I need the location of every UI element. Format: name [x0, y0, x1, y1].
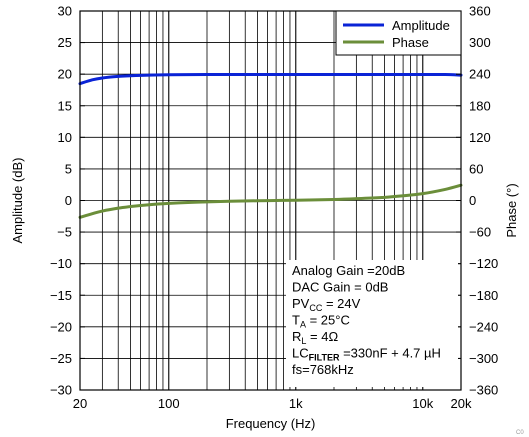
y2-tick-label: 60	[469, 161, 483, 176]
x-axis-label: Frequency (Hz)	[226, 416, 316, 431]
x-tick-label: 20k	[451, 396, 472, 411]
annotation-text: LC	[292, 346, 309, 361]
annotation-subscript: CC	[309, 303, 322, 313]
y-tick-label: −15	[50, 288, 72, 303]
y2-tick-label: 120	[469, 130, 491, 145]
x-tick-label: 1k	[289, 396, 303, 411]
y-tick-label: 25	[58, 35, 72, 50]
y-tick-label: −5	[57, 225, 72, 240]
y2-tick-label: 240	[469, 67, 491, 82]
y2-tick-label: 180	[469, 98, 491, 113]
series-line-amplitude	[78, 72, 463, 86]
annotation-background	[286, 260, 458, 387]
y2-tick-label: −300	[469, 351, 498, 366]
y2-tick-label: −240	[469, 319, 498, 334]
y-tick-label: 0	[65, 193, 72, 208]
annotation-line: TA = 25°C	[292, 313, 350, 330]
y-tick-label: 15	[58, 98, 72, 113]
y-tick-label: −20	[50, 319, 72, 334]
x-tick-label: 10k	[412, 396, 433, 411]
y-tick-label: 10	[58, 130, 72, 145]
y2-tick-label: 360	[469, 4, 491, 19]
annotation-line: RL = 4Ω	[292, 329, 338, 346]
annotation-line: LCFILTER =330nF + 4.7 µH	[292, 346, 441, 363]
annotation-text: Analog Gain =20dB	[292, 263, 405, 278]
legend-box	[335, 10, 462, 56]
y2-tick-label: 300	[469, 35, 491, 50]
annotation-text: =330nF + 4.7 µH	[339, 346, 440, 361]
x-tick-label: 100	[158, 396, 180, 411]
annotation-line: PVCC = 24V	[292, 296, 361, 313]
y-tick-label: −25	[50, 351, 72, 366]
y-axis-left-label: Amplitude (dB)	[10, 158, 25, 244]
y2-tick-label: 0	[469, 193, 476, 208]
x-tick-label: 20	[73, 396, 87, 411]
y-tick-label: −10	[50, 256, 72, 271]
series-layer	[78, 72, 463, 219]
annotation-subscript: L	[301, 336, 306, 346]
y2-tick-label: −120	[469, 256, 498, 271]
annotation-subscript: FILTER	[309, 353, 340, 363]
y-axis-left-ticks: 30 25 20 15 10 5 0 −5 −10 −15 −20 −25 −30	[50, 4, 85, 398]
annotation-text: = 25°C	[306, 313, 350, 328]
legend: Amplitude Phase	[335, 10, 462, 56]
corner-mark: C0	[516, 430, 524, 436]
legend-label-phase: Phase	[392, 35, 429, 50]
annotation-text: R	[292, 329, 301, 344]
y-tick-label: 30	[58, 4, 72, 19]
y2-tick-label: −180	[469, 288, 498, 303]
annotation-text: fs=768kHz	[292, 362, 354, 377]
y-axis-right-label: Phase (°)	[504, 183, 519, 237]
y2-tick-label: −360	[469, 383, 498, 398]
annotation-line: fs=768kHz	[292, 362, 354, 377]
y-axis-right-ticks: 360 300 240 180 120 60 0 −60 −120 −180 −240 −300 −36…	[456, 4, 498, 398]
y2-tick-label: −60	[469, 225, 491, 240]
x-axis-ticks: 20 100 1k 10k 20k	[73, 396, 472, 411]
series-line-phase	[78, 183, 463, 219]
annotation-subscript: A	[300, 320, 306, 330]
annotation-text: = 4Ω	[306, 329, 338, 344]
y-tick-label: 5	[65, 161, 72, 176]
annotation-text: PV	[292, 296, 310, 311]
annotation-text: = 24V	[322, 296, 360, 311]
annotation-line: Analog Gain =20dB	[292, 263, 405, 278]
annotation-text: T	[292, 313, 300, 328]
y-tick-label: −30	[50, 383, 72, 398]
legend-label-amplitude: Amplitude	[392, 18, 450, 33]
annotation-text: DAC Gain = 0dB	[292, 280, 388, 295]
annotation-line: DAC Gain = 0dB	[292, 280, 388, 295]
y-tick-label: 20	[58, 67, 72, 82]
